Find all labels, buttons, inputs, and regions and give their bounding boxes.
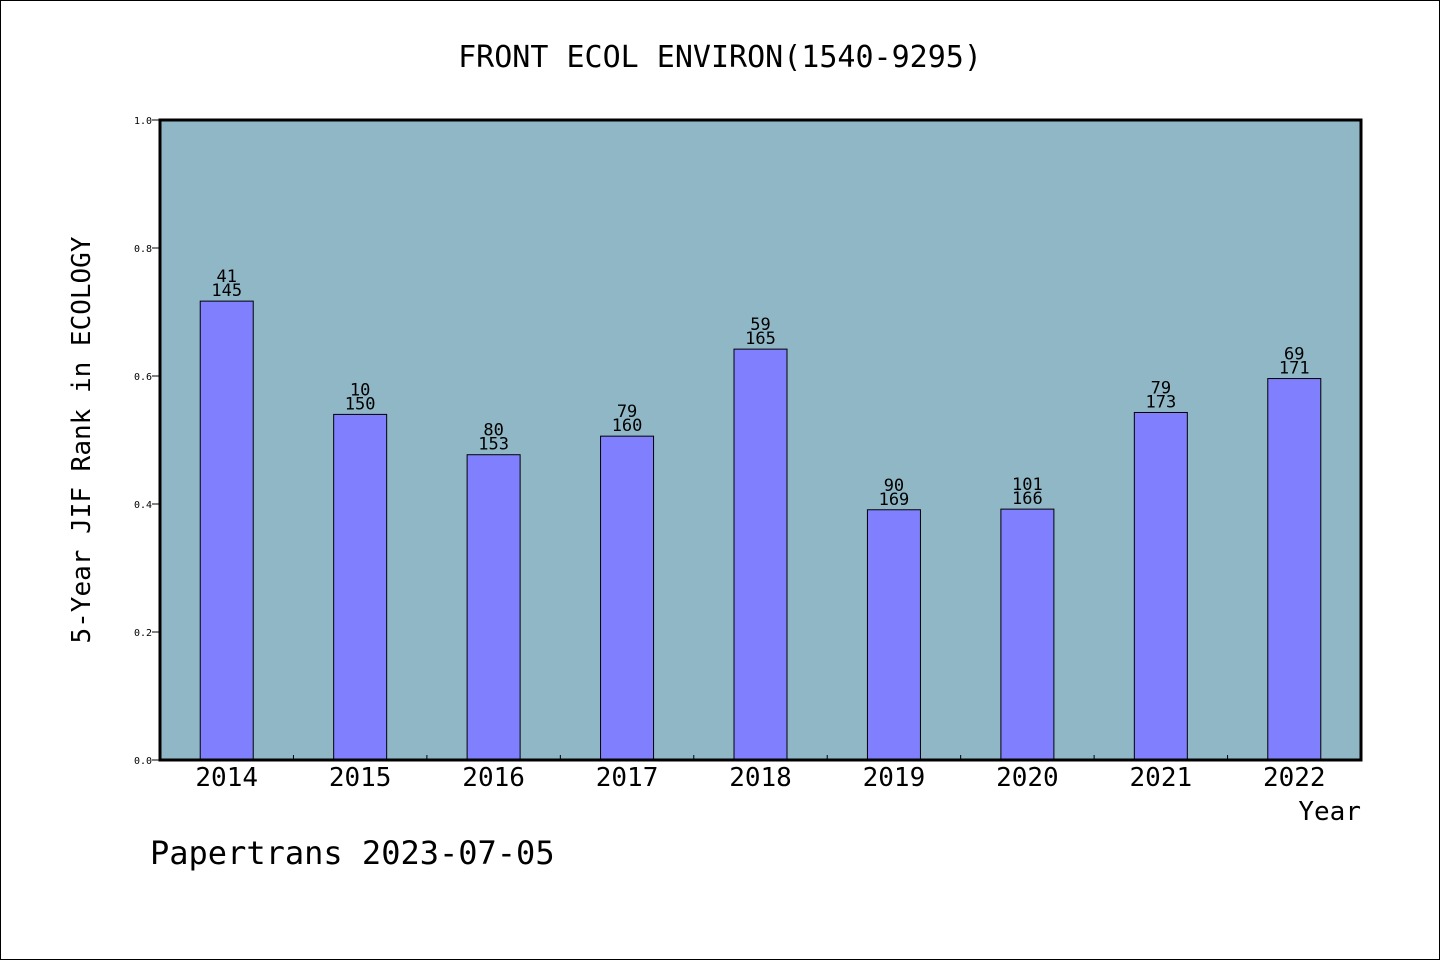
bar-total-label: 145 bbox=[211, 281, 242, 301]
bar-total-label: 173 bbox=[1145, 392, 1176, 412]
x-axis: 2014 2015 2016 2017 2018 2019 2020 2021 2022 bbox=[195, 755, 1326, 793]
y-tick-label: 0.2 bbox=[134, 628, 152, 639]
bar-2019 bbox=[866, 509, 921, 761]
x-tick-label: 2014 bbox=[195, 763, 258, 793]
bar-2014 bbox=[199, 300, 254, 761]
y-tick-label: 0.0 bbox=[134, 756, 152, 767]
bar-2021 bbox=[1133, 411, 1188, 761]
x-tick-label: 2018 bbox=[729, 763, 792, 793]
bar-rank-label: 80 bbox=[483, 421, 503, 441]
bars bbox=[199, 300, 1322, 761]
bar-total-label: 169 bbox=[879, 490, 910, 510]
y-tick-label: 0.8 bbox=[134, 244, 152, 255]
plot-border bbox=[158, 118, 1363, 762]
bar-2015 bbox=[333, 413, 388, 761]
chart-title: FRONT ECOL ENVIRON(1540-9295) bbox=[458, 40, 982, 75]
y-axis: 0.0 0.2 0.4 0.6 0.8 1.0 bbox=[134, 116, 160, 767]
x-tick-label: 2017 bbox=[596, 763, 659, 793]
x-tick-label: 2019 bbox=[863, 763, 926, 793]
bar-rank-label: 59 bbox=[750, 315, 770, 335]
bar-rank-label: 79 bbox=[1151, 378, 1171, 398]
bar-total-label: 171 bbox=[1279, 359, 1310, 379]
bar-2020 bbox=[1000, 508, 1055, 761]
bar-total-label: 160 bbox=[612, 416, 643, 436]
bar-2018 bbox=[733, 348, 788, 761]
y-tick-label: 0.6 bbox=[134, 372, 152, 383]
bar-2017 bbox=[600, 435, 655, 761]
bar-total-label: 153 bbox=[478, 435, 509, 455]
bar-total-label: 150 bbox=[345, 394, 376, 414]
bar-2016 bbox=[466, 454, 521, 761]
x-tick-label: 2021 bbox=[1130, 763, 1193, 793]
bar-2022 bbox=[1267, 378, 1322, 761]
y-tick-label: 0.4 bbox=[134, 500, 152, 511]
bar-labels: 4114510150801537916059165901691011667917… bbox=[211, 267, 1309, 510]
bar-rank-label: 90 bbox=[884, 476, 904, 496]
x-tick-label: 2022 bbox=[1263, 763, 1326, 793]
bar-total-label: 166 bbox=[1012, 489, 1043, 509]
x-axis-label: Year bbox=[1298, 797, 1361, 827]
x-tick-label: 2015 bbox=[329, 763, 392, 793]
bar-rank-label: 69 bbox=[1284, 345, 1304, 365]
y-axis-label: 5-Year JIF Rank in ECOLOGY bbox=[67, 236, 97, 643]
bar-total-label: 165 bbox=[745, 329, 776, 349]
y-tick-label: 1.0 bbox=[134, 116, 152, 127]
x-tick-label: 2016 bbox=[462, 763, 525, 793]
bar-rank-label: 41 bbox=[216, 267, 236, 287]
bar-rank-label: 10 bbox=[350, 380, 370, 400]
bar-rank-label: 79 bbox=[617, 402, 637, 422]
x-tick-label: 2020 bbox=[996, 763, 1059, 793]
bar-rank-label: 101 bbox=[1012, 475, 1043, 495]
footer-text: Papertrans 2023-07-05 bbox=[150, 834, 555, 872]
